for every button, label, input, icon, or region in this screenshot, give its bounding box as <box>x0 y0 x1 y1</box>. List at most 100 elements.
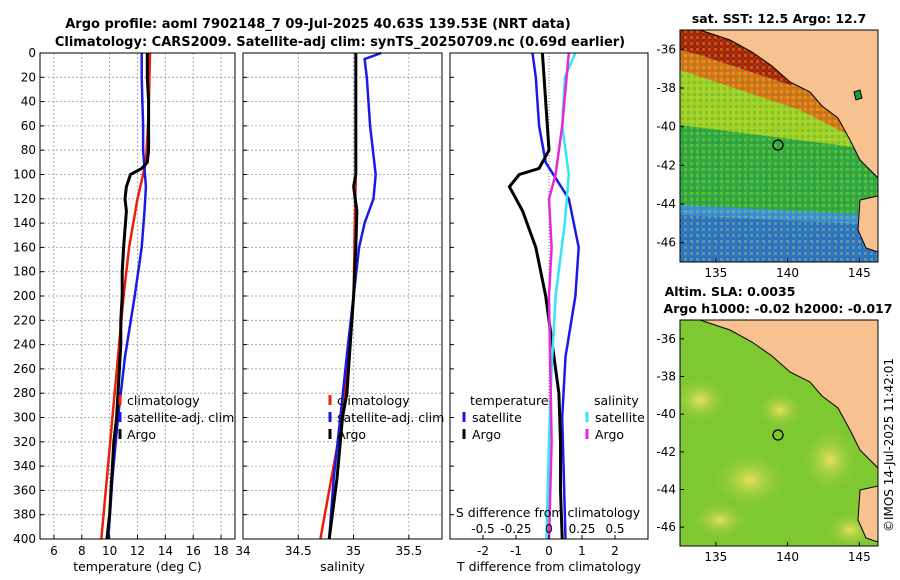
x-tick-label: 2 <box>611 544 619 558</box>
map-y-tick-label: -42 <box>656 445 676 459</box>
y-tick-label: 0 <box>28 46 36 60</box>
sla-spot <box>690 500 750 540</box>
x-axis-label: T difference from climatology <box>456 559 642 574</box>
x-tick-label: 35 <box>346 544 361 558</box>
x-tick-label: 14 <box>158 544 173 558</box>
y-tick-label: 300 <box>13 411 36 425</box>
x-tick-label-top: 0.25 <box>569 522 596 536</box>
x-tick-label: 10 <box>102 544 117 558</box>
map-x-tick-label: 135 <box>704 266 727 280</box>
map-y-tick-label: -38 <box>656 370 676 384</box>
y-tick-label: 220 <box>13 313 36 327</box>
map-y-tick-label: -40 <box>656 407 676 421</box>
legend-label: climatology <box>127 393 200 408</box>
x-tick-label: 8 <box>78 544 86 558</box>
sst-map: sat. SST: 12.5 Argo: 12.7 135 140 145 -36 -3… <box>656 11 879 280</box>
x-tick-label: 16 <box>186 544 201 558</box>
y-tick-label: 140 <box>13 216 36 230</box>
map-y-tick-label: -36 <box>656 332 676 346</box>
map-y-tick-label: -42 <box>656 158 676 172</box>
legend-label: climatology <box>337 393 410 408</box>
legend-label: Argo <box>472 427 501 442</box>
sla-spot <box>680 375 730 425</box>
sla-axes: 135 140 145 -36 -38 -40 -42 -44 -46 <box>656 332 870 564</box>
map-x-tick-label: 135 <box>704 550 727 564</box>
y-tick-label: 280 <box>13 386 36 400</box>
legend-label: satellite-adj. clim <box>337 410 444 425</box>
legend-group-title: temperature <box>470 393 549 408</box>
x-tick-label: 34.5 <box>285 544 312 558</box>
y-tick-label: 160 <box>13 240 36 254</box>
y-tick-label: 320 <box>13 435 36 449</box>
y-tick-label: 60 <box>21 119 36 133</box>
x-tick-label: 18 <box>213 544 228 558</box>
y-tick-label: 200 <box>13 289 36 303</box>
temperature-panel: 6 8 10 12 14 16 18 temperature (deg C) 0 20 40 60 80… <box>13 46 236 574</box>
sst-map-title: sat. SST: 12.5 Argo: 12.7 <box>692 11 866 26</box>
map-x-tick-label: 140 <box>776 266 799 280</box>
y-tick-label: 260 <box>13 362 36 376</box>
sla-argo-marker <box>772 429 784 441</box>
x-axis-label: salinity <box>320 559 365 574</box>
y-tick-label: 100 <box>13 168 36 182</box>
y-tick-label: 180 <box>13 265 36 279</box>
series-line-argo <box>327 53 359 540</box>
map-x-tick-label: 145 <box>848 550 871 564</box>
imos-credit: ©IMOS 14-Jul-2025 11:42:01 <box>882 358 896 532</box>
legend-label: Argo <box>337 427 366 442</box>
map-x-tick-label: 145 <box>848 266 871 280</box>
sst-tasmania <box>857 195 878 253</box>
series-line-temperature-satellite <box>531 52 580 540</box>
x-tick-label-top: -0.5 <box>471 522 494 536</box>
sla-map-title: Altim. SLA: 0.0035 <box>665 284 796 299</box>
x-tick-label: -2 <box>477 544 489 558</box>
sla-tasmania <box>857 485 878 543</box>
series-line-climatology <box>100 52 152 540</box>
sla-land <box>699 320 878 469</box>
x-tick-label-top: 0.5 <box>605 522 624 536</box>
legend-label: satellite <box>595 410 645 425</box>
map-y-tick-label: -36 <box>656 42 676 56</box>
y-tick-label: 80 <box>21 143 36 157</box>
sst-land <box>699 30 878 179</box>
map-y-tick-label: -46 <box>656 520 676 534</box>
series-line-argo <box>105 53 151 540</box>
map-y-tick-label: -46 <box>656 236 676 250</box>
x-tick-label: 35.5 <box>395 544 422 558</box>
title-line-2: Climatology: CARS2009. Satellite-adj cli… <box>55 35 625 50</box>
map-y-tick-label: -38 <box>656 81 676 95</box>
sla-spot <box>710 450 790 510</box>
sla-spot <box>755 390 805 430</box>
y-tick-label: 400 <box>13 532 36 546</box>
sla-map-subtitle: Argo h1000: -0.02 h2000: -0.017 <box>664 301 893 316</box>
x-axis-label-top: S difference from climatology <box>456 505 641 520</box>
y-tick-label: 240 <box>13 338 36 352</box>
legend-group-title: salinity <box>594 393 639 408</box>
legend-label: Argo <box>595 427 624 442</box>
salinity-panel: 34 34.5 35 35.5 salinity climatology satellite… <box>235 51 444 574</box>
sla-map: Altim. SLA: 0.0035 Argo h1000: -0.02 h20… <box>656 284 892 564</box>
x-tick-label: 6 <box>50 544 58 558</box>
y-tick-label: 380 <box>13 508 36 522</box>
map-x-tick-label: 140 <box>776 550 799 564</box>
sst-map-frame <box>679 29 879 263</box>
x-tick-label-top: -0.25 <box>500 522 531 536</box>
sla-spot <box>800 425 860 495</box>
series-line-satellite-adj-clim <box>327 51 382 540</box>
y-tick-label: 20 <box>21 70 36 84</box>
y-tick-label: 120 <box>13 192 36 206</box>
y-tick-label: 40 <box>21 95 36 109</box>
x-tick-label: -1 <box>510 544 522 558</box>
x-tick-label: 1 <box>578 544 586 558</box>
y-tick-label: 340 <box>13 459 36 473</box>
sst-argo-marker <box>772 139 784 151</box>
map-y-tick-label: -44 <box>656 483 676 497</box>
sla-map-frame <box>679 319 879 547</box>
map-y-tick-label: -40 <box>656 120 676 134</box>
legend-label: Argo <box>127 427 156 442</box>
y-tick-label: 360 <box>13 483 36 497</box>
legend-label: satellite <box>472 410 522 425</box>
x-tick-label: 0 <box>545 544 553 558</box>
sst-axes: 135 140 145 -36 -38 -40 -42 -44 -46 <box>656 42 870 280</box>
